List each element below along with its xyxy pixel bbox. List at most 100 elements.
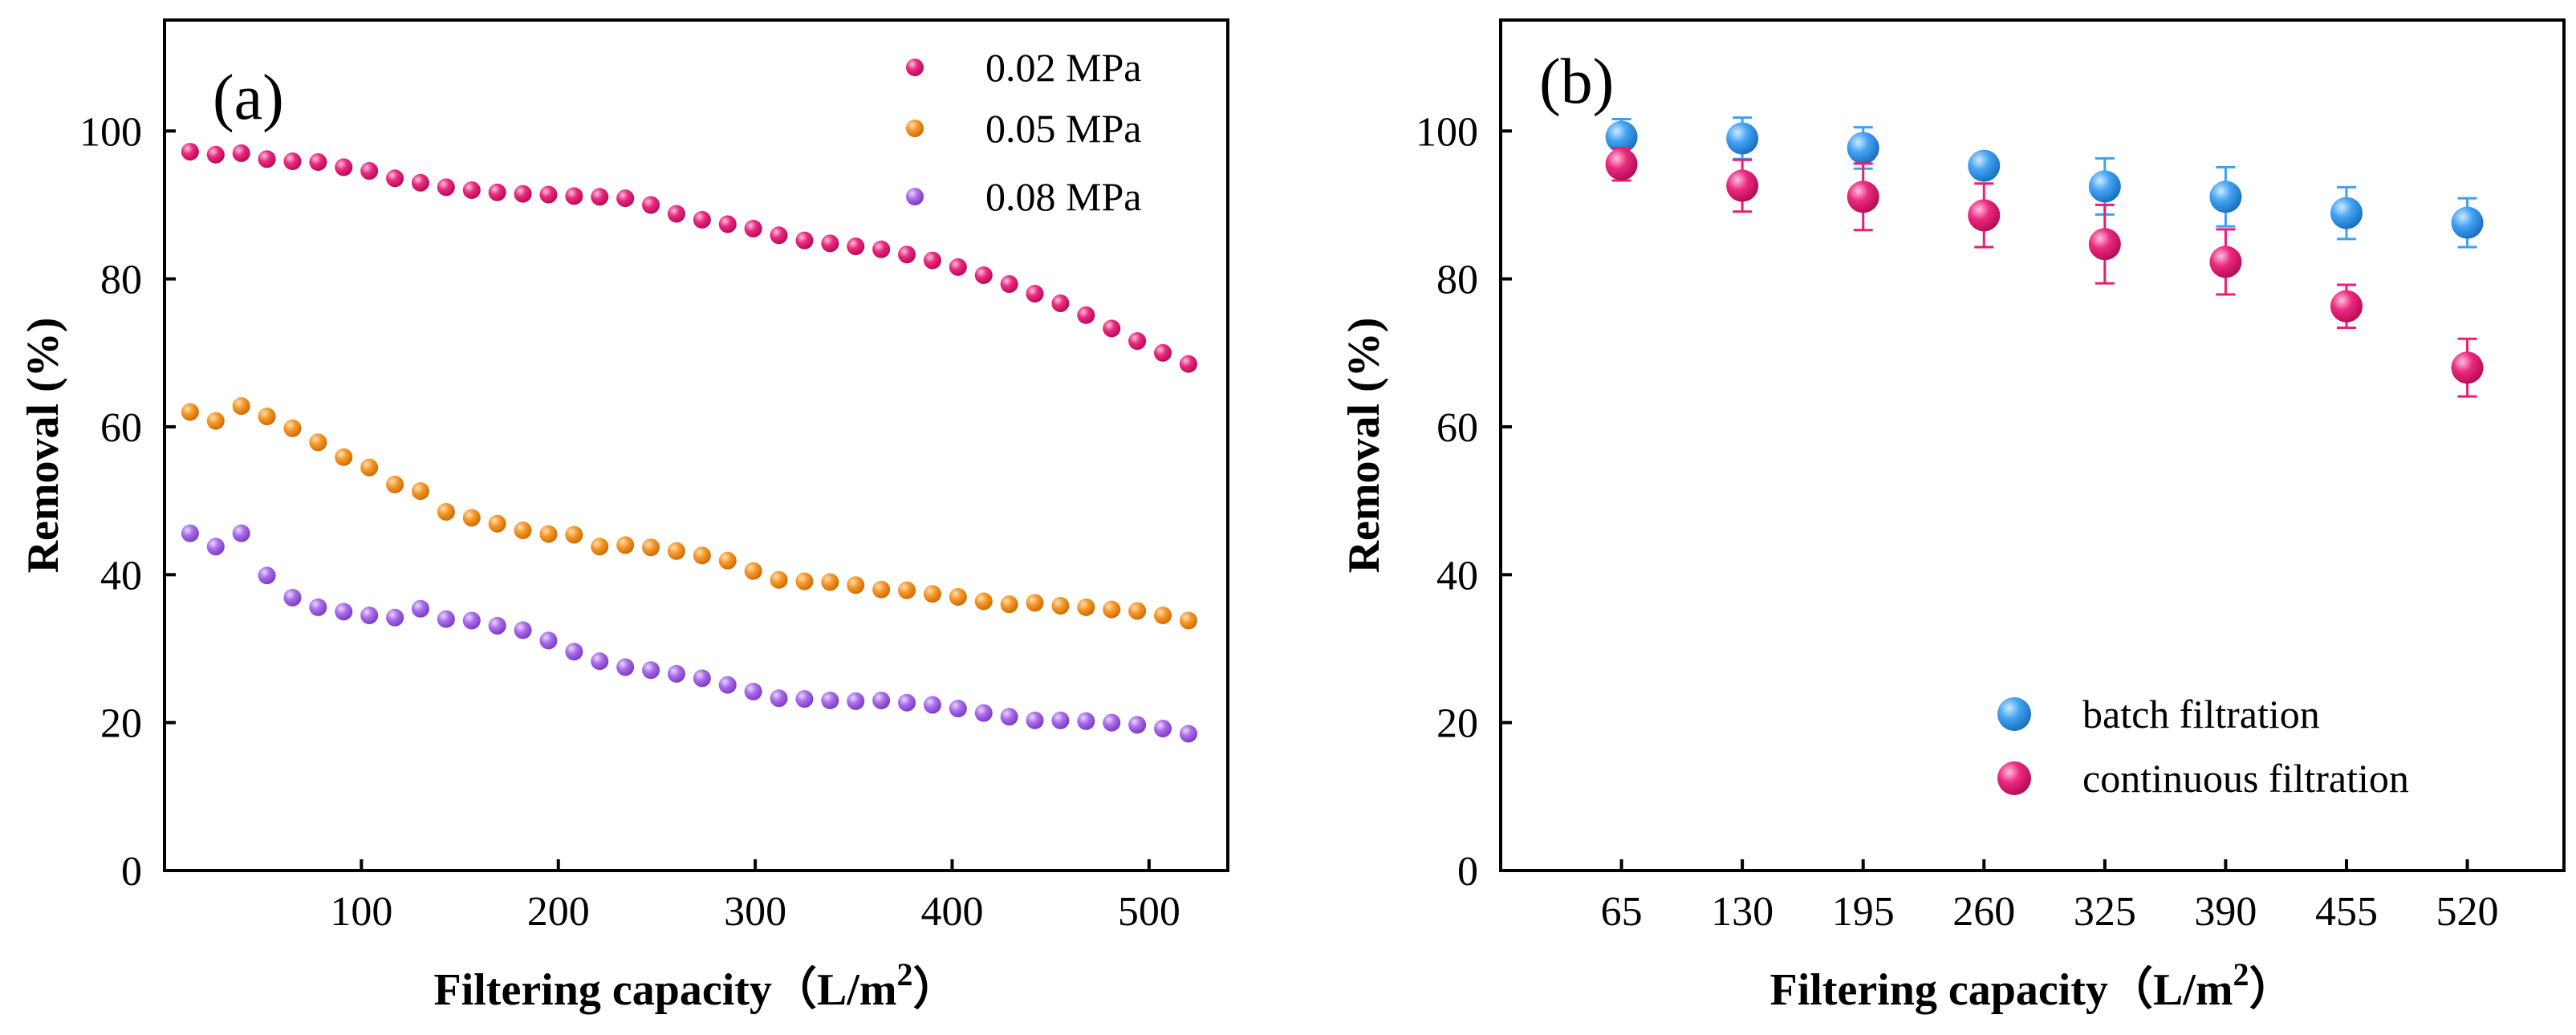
legend: 0.02 MPa 0.05 MPa 0.08 MPa <box>906 45 1141 219</box>
legend-marker <box>1997 697 2031 731</box>
data-point <box>2451 351 2484 384</box>
data-point <box>974 592 993 611</box>
data-point <box>923 696 941 714</box>
data-point <box>770 226 788 245</box>
data-point <box>181 524 199 542</box>
data-point <box>1077 598 1095 616</box>
legend: batch filtration continuous filtration <box>1997 692 2409 801</box>
data-point <box>1154 343 1172 362</box>
data-point <box>693 669 711 688</box>
data-point <box>821 234 839 253</box>
panel-a: 0 20 40 60 80 100 100 200 300 400 500 (a) Filterin… <box>18 18 1229 1015</box>
series-batch-filtration <box>1605 116 2484 249</box>
data-point <box>437 502 455 521</box>
data-point <box>335 158 353 177</box>
data-point <box>1179 611 1197 630</box>
data-point <box>360 607 379 624</box>
data-point <box>258 408 276 426</box>
legend-marker <box>906 59 924 76</box>
y-tick-label: 20 <box>100 701 142 747</box>
data-point <box>411 482 429 501</box>
x-tick-label: 100 <box>330 889 392 935</box>
data-point <box>2330 290 2363 323</box>
data-point <box>1026 594 1044 612</box>
y-tick-label: 80 <box>100 258 142 303</box>
data-point <box>693 546 711 565</box>
y-tick-label: 40 <box>100 553 142 599</box>
data-point <box>821 692 839 709</box>
panel-label: (b) <box>1539 47 1614 117</box>
data-point <box>795 572 814 591</box>
data-point <box>795 690 814 708</box>
data-point <box>1726 169 1759 202</box>
data-point <box>2088 228 2121 261</box>
data-point <box>283 152 302 171</box>
y-tick-label: 60 <box>1436 405 1478 451</box>
data-point <box>1077 306 1095 324</box>
data-point <box>718 215 737 233</box>
legend-item: continuous filtration <box>1997 756 2409 801</box>
x-tick-label: 130 <box>1711 889 1774 935</box>
data-point <box>821 573 839 591</box>
data-point <box>283 588 302 607</box>
data-point <box>258 150 276 168</box>
data-point <box>898 246 916 264</box>
data-point <box>437 610 455 628</box>
data-point <box>1605 148 1638 181</box>
data-point <box>949 700 967 718</box>
legend-label: continuous filtration <box>2082 756 2409 801</box>
data-point <box>335 448 353 466</box>
data-point <box>1026 711 1044 729</box>
legend-marker <box>906 188 924 205</box>
data-point <box>1847 132 1879 164</box>
data-point <box>949 587 967 606</box>
x-tick-label: 65 <box>1601 889 1643 935</box>
x-tick-label: 260 <box>1952 889 2015 935</box>
data-point <box>1154 607 1172 624</box>
data-point <box>1726 122 1759 155</box>
data-point <box>565 526 583 544</box>
data-point <box>1000 595 1018 614</box>
data-point <box>462 509 481 527</box>
data-point <box>693 210 711 229</box>
series-0-02-mpa <box>181 143 1197 373</box>
legend-item: batch filtration <box>1997 692 2320 737</box>
legend-label: 0.05 MPa <box>985 106 1141 151</box>
x-tick-label: 400 <box>920 889 983 935</box>
data-point <box>1154 720 1172 738</box>
legend-label: 0.08 MPa <box>985 174 1141 219</box>
data-point <box>1128 332 1147 351</box>
data-point <box>386 475 404 493</box>
data-point <box>411 599 429 618</box>
y-axis-title: Removal (%) <box>18 318 68 574</box>
data-point <box>1128 602 1147 620</box>
data-point <box>872 580 891 599</box>
data-point <box>1103 713 1121 732</box>
data-point <box>770 570 788 589</box>
data-point <box>386 608 404 627</box>
data-point <box>847 237 865 256</box>
y-axis-title: Removal (%) <box>1339 318 1389 574</box>
data-point <box>1051 597 1070 615</box>
data-point <box>667 205 685 223</box>
data-point <box>206 538 225 556</box>
data-point <box>949 258 967 276</box>
data-point <box>411 173 429 192</box>
x-tick-label: 325 <box>2074 889 2136 935</box>
data-point <box>462 181 481 199</box>
data-point <box>770 689 788 708</box>
data-point <box>667 664 685 683</box>
tick-layer: 0 20 40 60 80 100 65 130 195 260 325 390 455 520 <box>1416 109 2499 935</box>
y-tick-label: 100 <box>79 109 142 155</box>
data-point <box>1026 285 1044 303</box>
x-tick-label: 195 <box>1832 889 1895 935</box>
data-point <box>872 240 891 258</box>
data-point <box>360 162 379 181</box>
data-point <box>335 603 353 621</box>
x-tick-label: 390 <box>2194 889 2257 935</box>
data-point <box>1103 600 1121 619</box>
data-point <box>539 525 558 543</box>
data-point <box>1051 711 1070 729</box>
